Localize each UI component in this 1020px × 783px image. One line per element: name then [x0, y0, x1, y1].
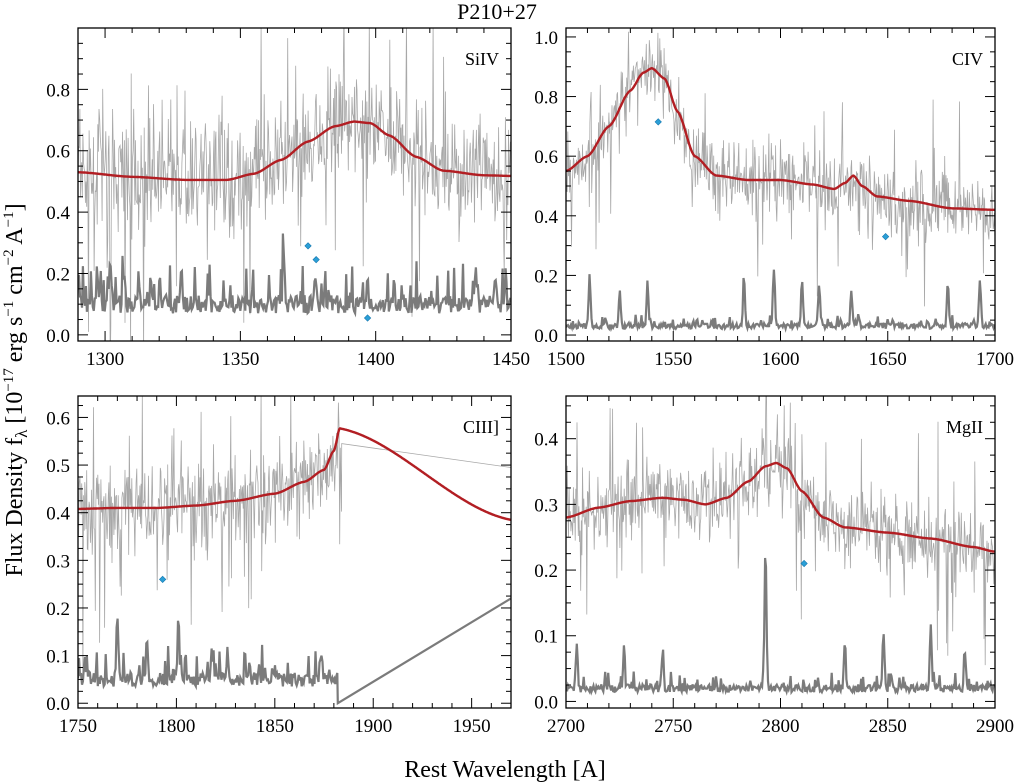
- line-marker: [304, 242, 312, 250]
- line-marker: [881, 233, 890, 241]
- y-tick-label: 0.2: [46, 599, 70, 620]
- plot-area: [566, 396, 995, 697]
- y-axis-title-unit-part: [10: [2, 392, 28, 424]
- x-tick-label: 1300: [86, 349, 124, 370]
- y-tick-label: 0.1: [534, 627, 558, 648]
- observed-spectrum: [78, 396, 511, 677]
- y-tick-label: 0.6: [46, 142, 70, 163]
- panel-line-label: CIII]: [463, 417, 499, 437]
- observed-spectrum: [566, 31, 995, 307]
- y-tick-label: 0.2: [534, 561, 558, 582]
- y-tick-label: 0.0: [534, 692, 558, 713]
- y-tick-label: 0.0: [534, 326, 558, 347]
- y-tick-label: 0.6: [46, 408, 70, 429]
- panel-line-label: SiIV: [465, 49, 499, 69]
- line-marker: [800, 559, 808, 568]
- x-tick-label: 1650: [869, 349, 907, 370]
- line-marker: [363, 314, 372, 322]
- x-tick-label: 1850: [256, 716, 294, 737]
- panel-mgii: 2700 2750 2800 2850 2900 0.0 0.1 0.2 0.3 0.4 MgII: [534, 395, 1014, 737]
- y-axis-title-main: Flux Density f: [2, 438, 28, 577]
- plot-area: [566, 31, 995, 333]
- y-axis-title-unit-part: −1: [1, 211, 17, 227]
- model-fit-curve: [566, 66, 995, 211]
- x-axis-title: Rest Wavelength [A]: [404, 757, 606, 783]
- x-tick-label: 1600: [762, 349, 800, 370]
- y-axis-title-unit-part: ]: [2, 203, 28, 211]
- y-tick-label: 0.0: [46, 694, 70, 715]
- y-axis-title-unit-part: A: [2, 227, 28, 250]
- x-tick-label: 2850: [869, 716, 907, 737]
- y-tick-label: 0.0: [46, 326, 70, 347]
- y-axis-title-subscript: λ: [12, 429, 31, 438]
- model-fit-curve: [78, 427, 511, 521]
- y-tick-label: 0.5: [46, 456, 70, 477]
- x-tick-label: 1700: [976, 349, 1014, 370]
- y-axis-title-unit-part: −17: [1, 368, 17, 392]
- x-tick-label: 1900: [354, 716, 392, 737]
- observed-spectrum: [78, 28, 511, 341]
- y-axis-title-unit-part: erg s: [2, 317, 28, 369]
- y-tick-label: 0.3: [534, 495, 558, 516]
- x-tick-label: 1550: [654, 349, 692, 370]
- y-tick-label: 0.2: [534, 266, 558, 287]
- plot-frame: [565, 27, 996, 342]
- x-tick-label: 2700: [547, 716, 585, 737]
- error-spectrum: [78, 597, 511, 706]
- y-tick-label: 0.3: [46, 551, 70, 572]
- figure-title: P210+27: [457, 0, 537, 24]
- model-fit-curve: [78, 120, 511, 182]
- y-tick-label: 0.1: [46, 647, 70, 668]
- model-fit-curve: [566, 461, 995, 553]
- panel-ciii: 1750 1800 1850 1900 1950 0.0 0.1 0.2 0.3 0.4 0.5 0.…: [46, 395, 512, 737]
- y-axis-title-unit-part: −2: [1, 249, 17, 265]
- y-tick-label: 0.4: [534, 430, 558, 451]
- line-marker: [654, 118, 662, 126]
- y-tick-label: 0.6: [534, 147, 558, 168]
- x-tick-label: 2900: [976, 716, 1014, 737]
- y-axis-title-unit-part: cm: [2, 265, 28, 301]
- x-tick-label: 1350: [221, 349, 259, 370]
- y-tick-label: 0.4: [534, 207, 558, 228]
- y-axis-title: Flux Density fλ [10−17 erg s−1 cm−2 A−1]: [1, 203, 31, 576]
- line-marker: [159, 575, 167, 584]
- x-tick-label: 1500: [547, 349, 585, 370]
- panel-siiv: 1300 1350 1400 1450 0.0 0.2 0.4 0.6 0.8 SiIV: [46, 27, 530, 370]
- line-marker: [312, 256, 320, 264]
- error-spectrum: [566, 557, 995, 697]
- plot-area: [78, 28, 511, 341]
- y-tick-label: 0.4: [46, 504, 70, 525]
- panel-line-label: MgII: [946, 417, 983, 437]
- x-tick-label: 1800: [157, 716, 195, 737]
- x-tick-label: 1400: [357, 349, 395, 370]
- panel-civ: 1500 1550 1600 1650 1700 0.0 0.2 0.4 0.6 0.8 1.0 CI…: [534, 27, 1014, 370]
- x-tick-label: 1450: [492, 349, 530, 370]
- panel-line-label: CIV: [952, 49, 983, 69]
- y-tick-label: 0.8: [534, 88, 558, 109]
- observed-spectrum: [566, 396, 995, 666]
- error-spectrum: [78, 233, 511, 318]
- x-tick-label: 1950: [453, 716, 491, 737]
- y-tick-label: 0.4: [46, 203, 70, 224]
- x-tick-label: 2750: [654, 716, 692, 737]
- x-tick-label: 2800: [762, 716, 800, 737]
- y-axis-title-unit-part: −1: [1, 301, 17, 317]
- plot-area: [78, 396, 511, 706]
- y-tick-label: 0.2: [46, 264, 70, 285]
- error-spectrum: [566, 269, 995, 333]
- y-tick-label: 0.8: [46, 80, 70, 101]
- y-tick-label: 1.0: [534, 28, 558, 49]
- x-tick-label: 1750: [59, 716, 97, 737]
